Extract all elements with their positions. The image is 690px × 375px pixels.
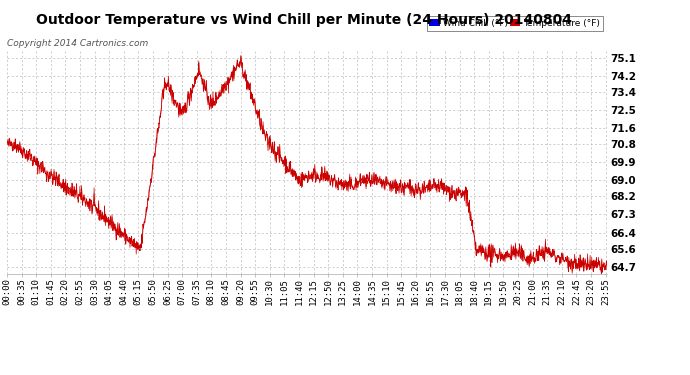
Legend: Wind Chill (°F), Temperature (°F): Wind Chill (°F), Temperature (°F) <box>426 16 602 30</box>
Text: Outdoor Temperature vs Wind Chill per Minute (24 Hours) 20140804: Outdoor Temperature vs Wind Chill per Mi… <box>36 13 571 27</box>
Text: Copyright 2014 Cartronics.com: Copyright 2014 Cartronics.com <box>7 39 148 48</box>
